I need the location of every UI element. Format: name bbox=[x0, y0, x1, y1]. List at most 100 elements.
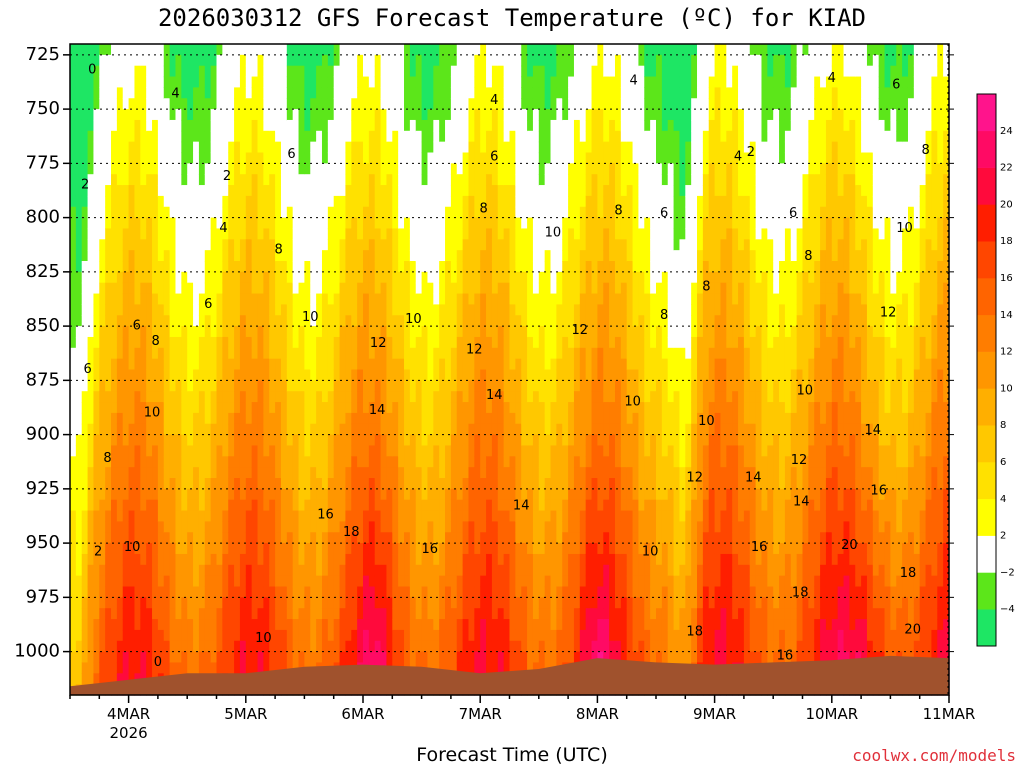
temperature-cell bbox=[122, 206, 130, 219]
temperature-cell bbox=[532, 98, 540, 110]
temperature-cell bbox=[163, 369, 171, 381]
temperature-cell bbox=[263, 109, 270, 121]
temperature-cell bbox=[99, 510, 106, 522]
temperature-cell bbox=[474, 141, 481, 154]
temperature-cell bbox=[474, 575, 481, 588]
temperature-cell bbox=[87, 239, 95, 251]
temperature-cell bbox=[480, 239, 487, 251]
temperature-cell bbox=[327, 87, 335, 99]
temperature-cell bbox=[368, 54, 376, 67]
temperature-cell bbox=[75, 206, 83, 219]
temperature-cell bbox=[515, 423, 522, 436]
temperature-cell bbox=[345, 185, 352, 197]
temperature-cell bbox=[70, 217, 77, 230]
temperature-cell bbox=[204, 412, 212, 425]
temperature-cell bbox=[538, 575, 546, 588]
temperature-cell bbox=[152, 261, 159, 273]
temperature-cell bbox=[263, 347, 270, 360]
temperature-cell bbox=[228, 119, 235, 132]
temperature-cell bbox=[462, 185, 470, 197]
temperature-cell bbox=[257, 553, 264, 566]
temperature-cell bbox=[251, 76, 259, 88]
temperature-cell bbox=[87, 326, 95, 338]
temperature-cell bbox=[111, 163, 118, 175]
temperature-cell bbox=[280, 402, 288, 414]
temperature-cell bbox=[321, 553, 329, 566]
temperature-cell bbox=[152, 629, 159, 642]
temperature-cell bbox=[163, 347, 171, 360]
temperature-cell bbox=[468, 423, 475, 436]
temperature-cell bbox=[509, 315, 516, 327]
temperature-cell bbox=[445, 271, 452, 284]
temperature-cell bbox=[468, 597, 475, 609]
temperature-cell bbox=[280, 488, 288, 501]
temperature-cell bbox=[421, 543, 429, 555]
temperature-cell bbox=[409, 358, 417, 371]
temperature-cell bbox=[351, 499, 358, 512]
temperature-cell bbox=[333, 304, 341, 316]
temperature-cell bbox=[152, 575, 159, 588]
temperature-cell bbox=[116, 152, 124, 164]
temperature-cell bbox=[128, 174, 136, 186]
temperature-cell bbox=[433, 98, 440, 110]
temperature-cell bbox=[269, 185, 276, 197]
temperature-cell bbox=[380, 467, 388, 479]
temperature-cell bbox=[193, 402, 200, 414]
temperature-cell bbox=[70, 163, 77, 175]
temperature-cell bbox=[128, 543, 136, 555]
temperature-cell bbox=[310, 228, 317, 240]
temperature-cell bbox=[310, 141, 317, 154]
temperature-cell bbox=[316, 521, 323, 533]
temperature-cell bbox=[374, 195, 382, 208]
temperature-cell bbox=[298, 478, 305, 490]
temperature-cell bbox=[456, 206, 464, 219]
temperature-cell bbox=[486, 575, 493, 588]
temperature-cell bbox=[163, 195, 171, 208]
temperature-cell bbox=[503, 434, 511, 447]
temperature-cell bbox=[239, 662, 247, 674]
temperature-cell bbox=[93, 358, 100, 371]
temperature-cell bbox=[105, 54, 112, 67]
temperature-cell bbox=[333, 293, 341, 305]
temperature-cell bbox=[245, 141, 253, 154]
temperature-cell bbox=[409, 575, 417, 588]
temperature-cell bbox=[204, 380, 212, 392]
temperature-cell bbox=[439, 445, 446, 457]
temperature-cell bbox=[70, 553, 77, 566]
temperature-cell bbox=[409, 391, 417, 403]
temperature-cell bbox=[275, 293, 282, 305]
temperature-cell bbox=[193, 76, 200, 88]
temperature-cell bbox=[140, 478, 147, 490]
temperature-cell bbox=[234, 608, 241, 620]
temperature-cell bbox=[497, 347, 505, 360]
temperature-cell bbox=[456, 304, 464, 316]
temperature-cell bbox=[491, 326, 499, 338]
temperature-cell bbox=[509, 44, 516, 56]
temperature-cell bbox=[175, 271, 182, 284]
temperature-cell bbox=[316, 402, 323, 414]
temperature-cell bbox=[116, 271, 124, 284]
temperature-cell bbox=[105, 261, 112, 273]
temperature-cell bbox=[216, 543, 223, 555]
temperature-cell bbox=[368, 141, 376, 154]
temperature-cell bbox=[321, 119, 329, 132]
temperature-cell bbox=[357, 586, 364, 598]
temperature-cell bbox=[263, 564, 270, 577]
temperature-cell bbox=[122, 315, 130, 327]
temperature-cell bbox=[304, 564, 311, 577]
temperature-cell bbox=[515, 358, 522, 371]
temperature-cell bbox=[491, 65, 499, 78]
temperature-cell bbox=[93, 293, 100, 305]
temperature-cell bbox=[515, 651, 522, 664]
temperature-cell bbox=[415, 261, 423, 273]
temperature-cell bbox=[146, 44, 153, 56]
temperature-cell bbox=[280, 543, 288, 555]
temperature-cell bbox=[75, 662, 83, 674]
temperature-cell bbox=[339, 423, 347, 436]
temperature-cell bbox=[193, 228, 200, 240]
temperature-cell bbox=[450, 250, 458, 262]
temperature-cell bbox=[491, 250, 499, 262]
temperature-cell bbox=[351, 141, 358, 154]
temperature-cell bbox=[380, 336, 388, 349]
temperature-cell bbox=[433, 369, 440, 381]
